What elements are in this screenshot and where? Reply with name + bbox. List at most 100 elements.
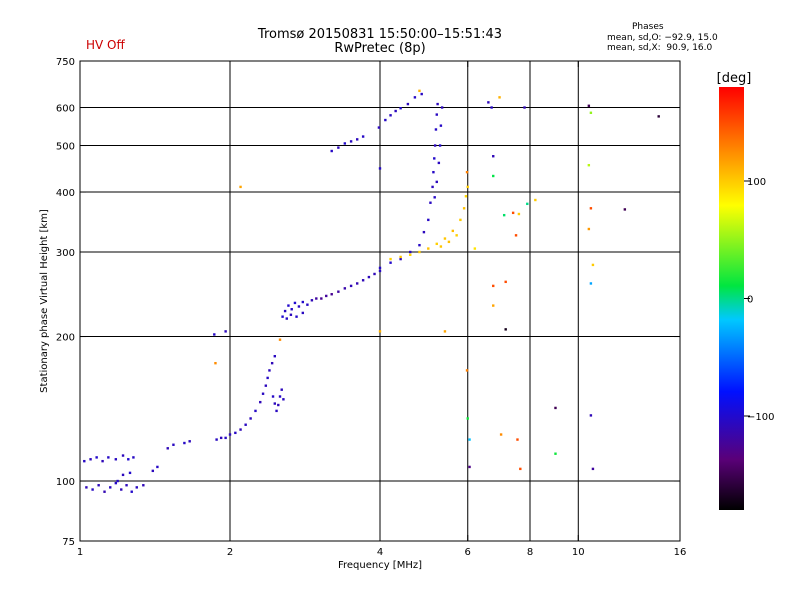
y-tick-label: 400: [56, 188, 75, 199]
colorbar-tick-label: 100: [747, 177, 766, 188]
data-point: [492, 174, 495, 178]
data-point: [289, 313, 293, 316]
data-point: [101, 459, 104, 463]
data-point: [384, 118, 387, 122]
data-point: [433, 196, 436, 199]
data-point: [268, 369, 271, 372]
grid-lines: [80, 61, 680, 541]
data-point: [337, 146, 340, 149]
data-point: [228, 433, 232, 436]
x-tick-label: 10: [572, 547, 585, 558]
data-point: [406, 102, 410, 106]
data-point: [293, 301, 297, 305]
data-point: [389, 114, 392, 117]
data-point: [89, 458, 92, 461]
data-point: [224, 436, 227, 440]
data-point: [490, 106, 493, 109]
data-point: [130, 490, 133, 493]
data-point: [587, 104, 591, 107]
data-point: [440, 106, 444, 109]
data-point: [399, 107, 402, 110]
data-point: [378, 167, 382, 170]
data-point: [85, 486, 88, 489]
data-point: [239, 185, 242, 189]
data-point: [254, 409, 257, 413]
data-point: [135, 486, 138, 489]
data-point: [343, 142, 347, 145]
data-point: [466, 185, 469, 189]
data-point: [103, 490, 106, 493]
y-tick-label: 200: [56, 333, 75, 344]
data-point: [325, 294, 328, 298]
data-point: [121, 454, 125, 457]
data-point: [399, 255, 402, 259]
data-point: [422, 230, 426, 234]
data-point: [377, 126, 381, 129]
y-tick-label: 100: [56, 477, 75, 488]
data-point: [436, 102, 439, 106]
x-tick-label: 2: [227, 547, 233, 558]
data-point: [306, 303, 309, 306]
data-point: [355, 282, 359, 285]
colorbar-tick-label: 0: [747, 295, 753, 306]
data-point: [315, 297, 318, 300]
data-point: [418, 243, 421, 247]
data-point: [492, 155, 495, 158]
data-point: [280, 388, 283, 391]
data-point: [295, 315, 298, 318]
data-point: [587, 227, 591, 231]
data-point: [355, 138, 359, 141]
data-points: [83, 89, 660, 493]
y-tick-label: 300: [56, 248, 75, 259]
data-point: [301, 311, 305, 315]
data-point: [435, 180, 438, 184]
x-tick-label: 1: [77, 547, 83, 558]
data-point: [297, 305, 301, 308]
data-point: [83, 459, 86, 463]
data-point: [290, 308, 293, 311]
data-point: [320, 297, 323, 300]
data-point: [399, 257, 402, 261]
data-point: [498, 96, 501, 99]
data-point: [443, 237, 447, 240]
x-tick-label: 16: [674, 547, 687, 558]
data-point: [468, 438, 471, 441]
data-point: [95, 456, 98, 459]
x-axis-label: Frequency [MHz]: [338, 560, 422, 571]
data-point: [435, 113, 438, 116]
data-point: [281, 315, 284, 318]
data-point: [459, 218, 462, 222]
data-point: [330, 293, 333, 296]
data-point: [504, 280, 507, 284]
data-point: [487, 101, 490, 104]
data-point: [107, 456, 110, 459]
data-point: [591, 467, 595, 471]
data-point: [589, 207, 593, 210]
data-point: [657, 115, 660, 118]
data-point: [142, 484, 145, 487]
data-point: [282, 398, 285, 401]
data-point: [273, 354, 276, 358]
data-point: [367, 275, 371, 279]
data-point: [519, 467, 522, 471]
hv-status-label: HV Off: [86, 38, 125, 52]
data-point: [517, 212, 521, 216]
data-point: [511, 211, 515, 215]
data-point: [361, 279, 365, 282]
data-point: [434, 128, 438, 131]
data-point: [172, 443, 175, 446]
y-tick-label: 500: [56, 142, 75, 153]
data-point: [244, 423, 247, 426]
data-point: [259, 400, 262, 404]
data-point: [492, 284, 495, 288]
chart-subtitle: RwPretec (8p): [334, 41, 426, 56]
data-point: [151, 469, 155, 473]
data-point: [349, 140, 353, 143]
data-point: [361, 135, 365, 138]
data-point: [183, 441, 186, 445]
data-point: [114, 458, 118, 461]
data-point: [443, 330, 447, 333]
data-point: [224, 330, 227, 333]
data-point: [589, 111, 593, 114]
data-point: [97, 484, 100, 487]
